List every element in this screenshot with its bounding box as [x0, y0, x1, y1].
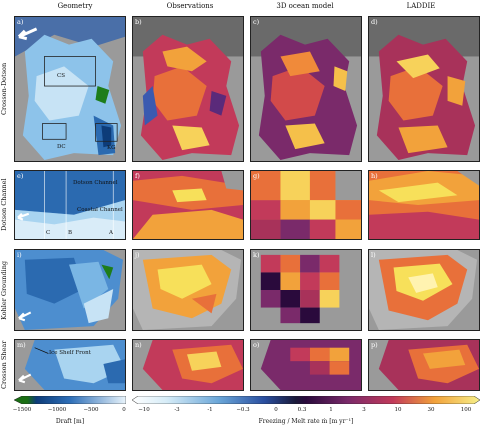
panel-label-a: a) [17, 18, 24, 26]
panel-label-g: g) [253, 172, 260, 180]
annotation-cs: CS [57, 73, 65, 79]
melt-tick-10: 10 [394, 407, 402, 413]
panel-label-c: c) [253, 18, 260, 26]
melt-tick-neg10: −10 [138, 407, 150, 413]
row-label-crosson-dotson: Crosson-Dotson [0, 62, 8, 115]
melt-tick-0: 0 [274, 407, 278, 413]
melt-colorbar [132, 396, 480, 404]
melt-tick-neg0p3: −0.3 [236, 407, 250, 413]
draft-tick-0: 0 [122, 407, 126, 413]
panel-label-f: f) [135, 172, 140, 180]
panel-p-laddie-crosson-shear: p) [368, 339, 480, 391]
draft-colorbar-label: Draft [m] [55, 418, 85, 425]
panel-label-h: h) [371, 172, 378, 180]
annotation-coastal-channel: Coastal Channel [77, 207, 123, 213]
panel-label-o: o) [253, 341, 260, 349]
panel-i-geometry-kohler-grounding: i) [14, 249, 126, 331]
annotation-kg: KG [107, 145, 116, 151]
panel-a-geometry-crosson-dotson: a) CS DC KG [14, 16, 126, 162]
col-title-laddie: LADDIE [406, 2, 436, 10]
panel-c-3d-model-crosson-dotson: c) [250, 16, 362, 162]
annotation-ice-shelf-front: Ice Shelf Front [49, 350, 91, 356]
melt-tick-0p3: 0.3 [297, 407, 307, 413]
panel-n-observations-crosson-shear: n) [132, 339, 244, 391]
panel-label-j: j) [135, 251, 140, 259]
annotation-dotson-channel: Dotson Channel [73, 180, 118, 186]
row-label-kohler-grounding: Kohler Grounding [0, 260, 8, 320]
panel-d-laddie-crosson-dotson: d) [368, 16, 480, 162]
panel-g-3d-model-dotson-channel: g) [250, 170, 362, 240]
panel-label-b: b) [135, 18, 142, 26]
panel-h-laddie-dotson-channel: h) [368, 170, 480, 240]
panel-b-observations-crosson-dotson: b) [132, 16, 244, 162]
panel-label-i: i) [17, 251, 22, 259]
melt-tick-3: 3 [362, 407, 366, 413]
draft-tick-1000: −1000 [47, 407, 67, 413]
panel-m-geometry-crosson-shear: m) Ice Shelf Front [14, 339, 126, 391]
draft-tick-500: −500 [83, 407, 99, 413]
row-label-dotson-channel: Dotson Channel [0, 178, 8, 232]
panel-j-observations-kohler-grounding: j) [132, 249, 244, 331]
col-title-geometry: Geometry [57, 2, 93, 10]
panel-k-3d-model-kohler-grounding: k) [250, 249, 362, 331]
panel-label-m: m) [17, 341, 26, 349]
melt-tick-neg3: -3 [174, 407, 180, 413]
panel-label-l: l) [371, 251, 376, 259]
annotation-a: A [109, 230, 113, 236]
annotation-b: B [68, 230, 73, 236]
col-title-observations: Observations [166, 2, 214, 10]
panel-e-geometry-dotson-channel: e) Dotson Channel Coastal Channel C B A [14, 170, 126, 240]
panel-f-observations-dotson-channel: f) [132, 170, 244, 240]
draft-tick-1500: −1500 [12, 407, 32, 413]
annotation-dc: DC [57, 144, 66, 150]
panel-label-n: n) [135, 341, 142, 349]
melt-tick-neg1: -1 [207, 407, 213, 413]
melt-colorbar-label: Freezing / Melt rate ṁ [m yr⁻¹] [258, 418, 354, 425]
panel-label-d: d) [371, 18, 378, 26]
panel-label-k: k) [253, 251, 260, 259]
col-title-3d-ocean-model: 3D ocean model [276, 2, 334, 10]
panel-label-p: p) [371, 341, 378, 349]
melt-tick-30: 30 [427, 407, 435, 413]
row-label-crosson-shear: Crosson Shear [0, 340, 8, 390]
panel-o-3d-model-crosson-shear: o) [250, 339, 362, 391]
panel-label-e: e) [17, 172, 24, 180]
panel-l-laddie-kohler-grounding: l) [368, 249, 480, 331]
melt-tick-100: 100 [460, 407, 472, 413]
melt-tick-1: 1 [329, 407, 333, 413]
annotation-c: C [46, 230, 51, 236]
draft-colorbar [14, 396, 126, 404]
